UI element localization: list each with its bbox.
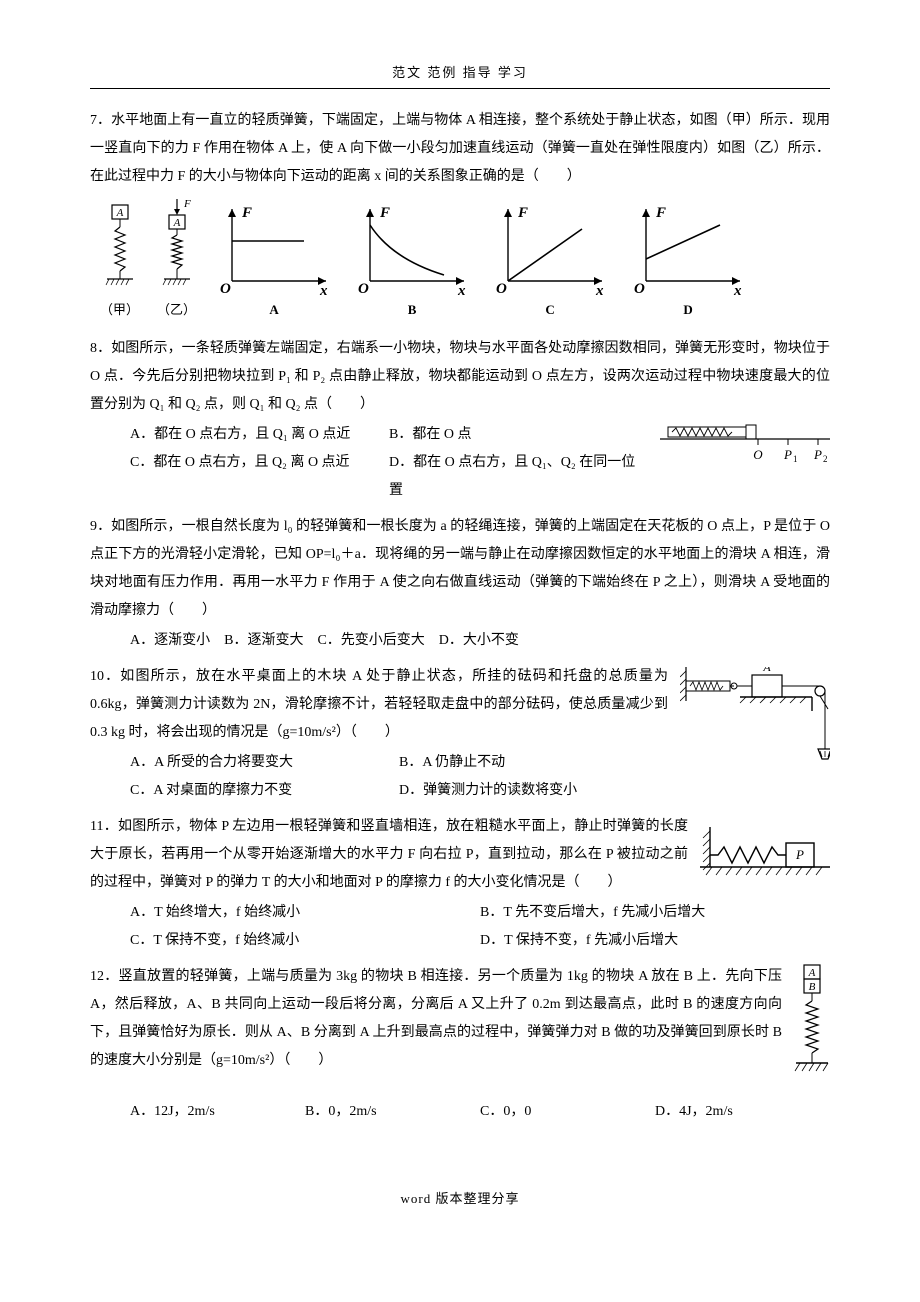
question-10: A 10．如图所示，放在水平桌面上的木块 A 处于静止状态，所挂的砝码和托盘的总… (90, 663, 830, 805)
svg-text:2: 2 (823, 454, 828, 464)
q12-text: 12．竖直放置的轻弹簧，上端与质量为 3kg 的物块 B 相连接．另一个质量为 … (90, 963, 830, 1075)
svg-text:F: F (241, 205, 252, 221)
svg-text:A: A (808, 967, 816, 979)
q11-opt-a: A．T 始终增大，f 始终减小 (130, 899, 480, 927)
svg-text:A: A (762, 667, 771, 674)
question-8: 8．如图所示，一条轻质弹簧左端固定，右端系一小物块，物块与水平面各处动摩擦因数相… (90, 335, 830, 505)
svg-text:A: A (172, 217, 180, 229)
svg-text:O: O (634, 281, 645, 295)
q10-opt-b: B．A 仍静止不动 (399, 749, 668, 777)
q12-figure: A B (794, 963, 830, 1094)
q8-opt-a: A．都在 O 点右方，且 Q₁ 离 O 点近 (130, 421, 389, 449)
svg-text:P: P (813, 447, 822, 462)
svg-text:P: P (783, 447, 792, 462)
q7-label-d: D (683, 297, 692, 323)
question-9: 9．如图所示，一根自然长度为 l₀ 的轻弹簧和一根长度为 a 的轻绳连接，弹簧的… (90, 513, 830, 655)
svg-text:1: 1 (793, 454, 798, 464)
q11-opt-c: C．T 保持不变，f 始终减小 (130, 927, 480, 955)
svg-text:x: x (595, 283, 604, 295)
svg-text:O: O (220, 281, 231, 295)
q10-opt-a: A．A 所受的合力将要变大 (130, 749, 399, 777)
svg-text:O: O (753, 447, 763, 462)
q7-caption-yi: （乙） (157, 297, 196, 323)
question-7: 7．水平地面上有一直立的轻质弹簧，下端固定，上端与物体 A 相连接，整个系统处于… (90, 107, 830, 323)
q7-fig-yi: F A （乙） (157, 199, 196, 323)
svg-text:A: A (115, 207, 123, 219)
q7-graph-b: F x O B (352, 203, 472, 323)
q7-caption-jia: （甲） (100, 297, 139, 323)
q12-opt-a: A．12J，2m/s (130, 1098, 305, 1126)
q9-text: 9．如图所示，一根自然长度为 l₀ 的轻弹簧和一根长度为 a 的轻绳连接，弹簧的… (90, 513, 830, 625)
q10-figure: A (680, 667, 830, 788)
q8-opt-c: C．都在 O 点右方，且 Q₂ 离 O 点近 (130, 449, 389, 505)
q8-text: 8．如图所示，一条轻质弹簧左端固定，右端系一小物块，物块与水平面各处动摩擦因数相… (90, 335, 830, 419)
svg-text:F: F (655, 205, 666, 221)
q7-label-a: A (269, 297, 278, 323)
q11-figure: P (700, 827, 830, 894)
svg-text:x: x (733, 283, 742, 295)
q8-figure: O P 1 P 2 (660, 421, 830, 482)
q11-opt-d: D．T 保持不变，f 先减小后增大 (480, 927, 830, 955)
q7-label-c: C (545, 297, 554, 323)
svg-text:F: F (183, 199, 191, 210)
svg-text:O: O (496, 281, 507, 295)
q9-options: A．逐渐变小 B．逐渐变大 C．先变小后变大 D．大小不变 (90, 627, 830, 655)
page-footer: word 版本整理分享 (90, 1186, 830, 1212)
q12-opt-d: D．4J，2m/s (655, 1098, 830, 1126)
svg-text:F: F (517, 205, 528, 221)
q7-fig-jia: A （甲） (100, 199, 139, 323)
q12-opt-b: B．0，2m/s (305, 1098, 480, 1126)
q10-opt-d: D．弹簧测力计的读数将变小 (399, 777, 668, 805)
q8-opt-b: B．都在 O 点 (389, 421, 648, 449)
q7-graph-a: F x O A (214, 203, 334, 323)
svg-text:x: x (319, 283, 328, 295)
q7-graph-c: F x O C (490, 203, 610, 323)
q7-figures: A （甲） F A (100, 199, 830, 323)
page-header: 范文 范例 指导 学习 (90, 60, 830, 89)
question-12: A B 12．竖直放置的轻弹簧，上端与质量为 3kg 的物块 B 相连接．另一个… (90, 963, 830, 1126)
q8-opt-d: D．都在 O 点右方，且 Q₁、Q₂ 在同一位置 (389, 449, 648, 505)
q7-graph-d: F x O D (628, 203, 748, 323)
svg-text:P: P (795, 847, 804, 862)
q7-label-b: B (408, 297, 417, 323)
q7-text: 7．水平地面上有一直立的轻质弹簧，下端固定，上端与物体 A 相连接，整个系统处于… (90, 107, 830, 191)
svg-text:O: O (358, 281, 369, 295)
question-11: P 11．如图所示，物体 P 左边用一根轻弹簧和竖直墙相连，放在粗糙水平面上，静… (90, 813, 830, 955)
q10-opt-c: C．A 对桌面的摩擦力不变 (130, 777, 399, 805)
svg-text:F: F (379, 205, 390, 221)
q12-opt-c: C．0，0 (480, 1098, 655, 1126)
svg-text:B: B (809, 981, 816, 993)
svg-text:x: x (457, 283, 466, 295)
q11-opt-b: B．T 先不变后增大，f 先减小后增大 (480, 899, 830, 927)
